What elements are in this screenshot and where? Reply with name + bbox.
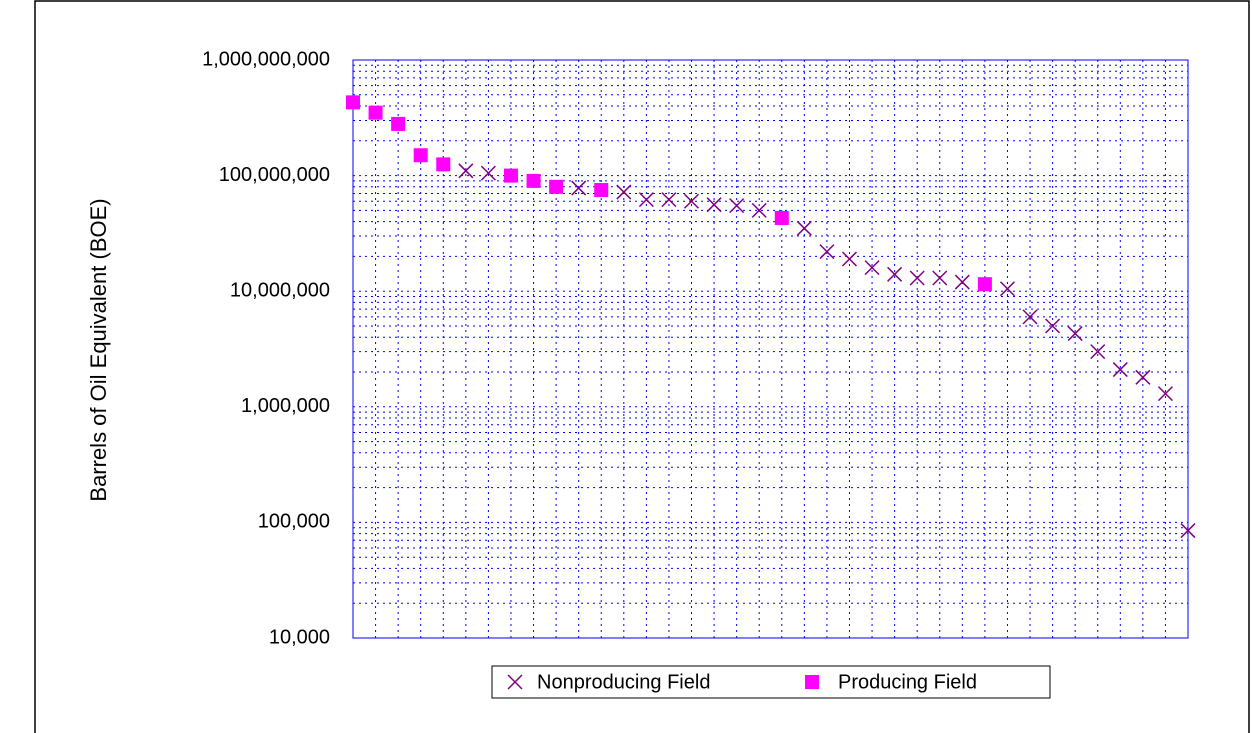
point: [1112, 362, 1128, 378]
legend-label: Producing Field: [838, 671, 977, 693]
point: [683, 193, 700, 209]
point: [661, 192, 677, 208]
point: [1090, 344, 1106, 360]
point: [526, 173, 541, 188]
point: [638, 192, 654, 208]
point: [729, 198, 745, 214]
point: [887, 266, 903, 282]
point: [977, 277, 992, 292]
point: [594, 183, 609, 198]
point: [1135, 369, 1151, 385]
point: [1180, 523, 1196, 539]
legend-label: Nonproducing Field: [537, 671, 710, 693]
y-tick-label: 100,000: [258, 511, 330, 533]
legend-marker: [805, 675, 819, 689]
point: [458, 163, 474, 179]
point: [391, 116, 406, 131]
point: [368, 105, 383, 120]
y-tick-label: 10,000,000: [230, 279, 330, 301]
y-tick-label: 10,000: [269, 626, 330, 648]
point: [436, 157, 451, 172]
point: [774, 210, 789, 225]
point: [1157, 386, 1173, 402]
point: [954, 274, 970, 290]
point: [999, 281, 1015, 297]
point: [413, 148, 428, 163]
point: [864, 260, 880, 276]
point: [480, 165, 496, 181]
point: [616, 184, 632, 200]
point: [819, 244, 835, 260]
point: [571, 180, 587, 196]
point: [1067, 326, 1083, 342]
point: [706, 197, 722, 213]
point: [909, 270, 925, 286]
point: [503, 168, 518, 183]
point: [932, 270, 948, 286]
chart-frame: [34, 0, 1250, 733]
y-axis-label: Barrels of Oil Equivalent (BOE): [86, 198, 111, 501]
point: [346, 95, 360, 110]
y-tick-label: 1,000,000: [241, 395, 330, 417]
y-tick-label: 1,000,000,000: [202, 48, 330, 70]
legend-marker: [507, 674, 523, 690]
point: [751, 202, 767, 218]
point: [549, 179, 564, 194]
legend-box: [491, 665, 1051, 699]
point: [1045, 318, 1061, 334]
plot-area: [352, 59, 1189, 639]
y-tick-label: 100,000,000: [219, 164, 330, 186]
point: [796, 220, 812, 236]
point: [841, 251, 858, 267]
point: [1022, 309, 1038, 325]
